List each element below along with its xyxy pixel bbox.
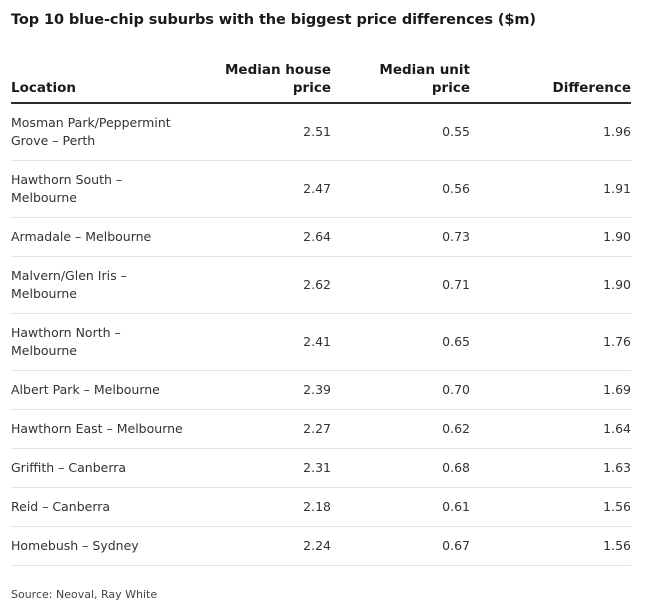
- table-row: Mosman Park/Peppermint Grove – Perth 2.51 0…: [11, 103, 631, 161]
- median-house-price-cell: 2.39: [206, 370, 331, 410]
- location-cell: Hawthorn East – Melbourne: [11, 409, 206, 449]
- location-line2: Melbourne: [11, 190, 77, 205]
- table-row: Hawthorn North – Melbourne 2.41 0.65 1.76: [11, 313, 631, 371]
- price-difference-table: Location Median house price Median unit …: [11, 60, 631, 566]
- median-house-price-cell: 2.27: [206, 409, 331, 449]
- median-unit-price-cell: 0.62: [331, 409, 470, 449]
- table-row: Hawthorn East – Melbourne 2.27 0.62 1.64: [11, 409, 631, 449]
- header-house-line2: price: [292, 80, 331, 96]
- header-house-line1: Median house: [225, 62, 331, 78]
- median-unit-price-cell: 0.73: [331, 217, 470, 257]
- median-house-price-cell: 2.64: [206, 217, 331, 257]
- difference-cell: 1.90: [470, 256, 631, 314]
- median-unit-price-cell: 0.70: [331, 370, 470, 410]
- location-cell: Reid – Canberra: [11, 487, 206, 527]
- header-median-house-price: Median house price: [206, 60, 331, 104]
- median-house-price-cell: 2.41: [206, 313, 331, 371]
- location-line2: Melbourne: [11, 343, 77, 358]
- median-unit-price-cell: 0.67: [331, 526, 470, 566]
- location-cell: Mosman Park/Peppermint Grove – Perth: [11, 103, 206, 161]
- median-unit-price-cell: 0.65: [331, 313, 470, 371]
- header-difference: Difference: [470, 60, 631, 104]
- location-line1: Hawthorn East – Melbourne: [11, 421, 183, 436]
- difference-cell: 1.91: [470, 160, 631, 218]
- chart-title: Top 10 blue-chip suburbs with the bigges…: [11, 12, 536, 28]
- median-house-price-cell: 2.51: [206, 103, 331, 161]
- location-line1: Mosman Park/Peppermint: [11, 115, 171, 130]
- table-row: Griffith – Canberra 2.31 0.68 1.63: [11, 448, 631, 488]
- table-row: Malvern/Glen Iris – Melbourne 2.62 0.71 1.90: [11, 256, 631, 314]
- location-line2: Melbourne: [11, 286, 77, 301]
- median-house-price-cell: 2.47: [206, 160, 331, 218]
- location-cell: Albert Park – Melbourne: [11, 370, 206, 410]
- table-row: Reid – Canberra 2.18 0.61 1.56: [11, 487, 631, 527]
- difference-cell: 1.56: [470, 487, 631, 527]
- median-house-price-cell: 2.31: [206, 448, 331, 488]
- table-row: Hawthorn South – Melbourne 2.47 0.56 1.91: [11, 160, 631, 218]
- location-cell: Hawthorn North – Melbourne: [11, 313, 206, 371]
- location-cell: Griffith – Canberra: [11, 448, 206, 488]
- location-line1: Hawthorn North –: [11, 325, 121, 340]
- header-location: Location: [11, 60, 206, 104]
- difference-cell: 1.63: [470, 448, 631, 488]
- difference-cell: 1.76: [470, 313, 631, 371]
- table-row: Homebush – Sydney 2.24 0.67 1.56: [11, 526, 631, 566]
- median-house-price-cell: 2.62: [206, 256, 331, 314]
- header-unit-line1: Median unit: [379, 62, 470, 78]
- header-unit-line2: price: [431, 80, 470, 96]
- location-cell: Hawthorn South – Melbourne: [11, 160, 206, 218]
- difference-cell: 1.56: [470, 526, 631, 566]
- header-difference-label: Difference: [552, 80, 631, 96]
- median-unit-price-cell: 0.68: [331, 448, 470, 488]
- difference-cell: 1.90: [470, 217, 631, 257]
- median-unit-price-cell: 0.55: [331, 103, 470, 161]
- location-cell: Homebush – Sydney: [11, 526, 206, 566]
- location-line1: Albert Park – Melbourne: [11, 382, 160, 397]
- median-house-price-cell: 2.24: [206, 526, 331, 566]
- table-row: Albert Park – Melbourne 2.39 0.70 1.69: [11, 370, 631, 410]
- source-note: Source: Neoval, Ray White: [11, 588, 158, 601]
- header-median-unit-price: Median unit price: [331, 60, 470, 104]
- location-line1: Reid – Canberra: [11, 499, 111, 514]
- median-unit-price-cell: 0.61: [331, 487, 470, 527]
- header-location-label: Location: [11, 80, 76, 96]
- median-house-price-cell: 2.18: [206, 487, 331, 527]
- table-body: Mosman Park/Peppermint Grove – Perth 2.51 0…: [11, 103, 631, 566]
- median-unit-price-cell: 0.71: [331, 256, 470, 314]
- location-line1: Griffith – Canberra: [11, 460, 127, 475]
- location-line2: Grove – Perth: [11, 133, 96, 148]
- difference-cell: 1.96: [470, 103, 631, 161]
- location-line1: Malvern/Glen Iris –: [11, 268, 127, 283]
- location-cell: Malvern/Glen Iris – Melbourne: [11, 256, 206, 314]
- median-unit-price-cell: 0.56: [331, 160, 470, 218]
- difference-cell: 1.69: [470, 370, 631, 410]
- difference-cell: 1.64: [470, 409, 631, 449]
- location-line1: Homebush – Sydney: [11, 538, 139, 553]
- location-cell: Armadale – Melbourne: [11, 217, 206, 257]
- table-row: Armadale – Melbourne 2.64 0.73 1.90: [11, 217, 631, 257]
- location-line1: Hawthorn South –: [11, 172, 123, 187]
- location-line1: Armadale – Melbourne: [11, 229, 152, 244]
- table-header-row: Location Median house price Median unit …: [11, 60, 631, 104]
